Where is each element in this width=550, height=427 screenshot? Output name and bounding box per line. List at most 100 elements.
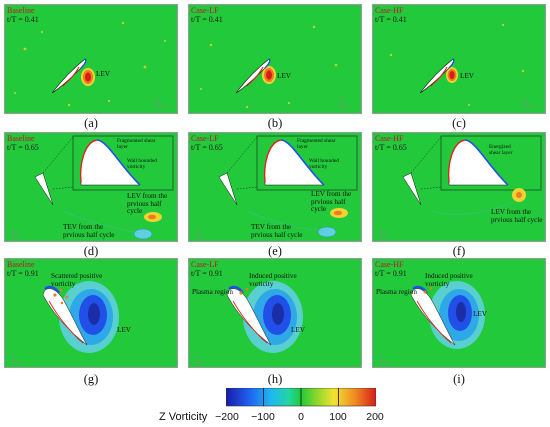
small-airfoil (34, 172, 54, 206)
colorbar-tick-label: −200 (215, 411, 239, 423)
panel-letter-c: (c) (452, 116, 466, 130)
panel-g: Baseline t/T = 0.91 Scattered positive v… (4, 258, 178, 368)
vorticity-field-g (5, 259, 177, 367)
small-airfoil (402, 172, 422, 206)
axis-triad (340, 97, 350, 108)
time-label: t/T = 0.41 (191, 15, 223, 24)
tev-previous (133, 228, 153, 240)
annotation-wall-vorticity: Wall bounded vorticity (127, 158, 157, 170)
vorticity-field-b (189, 5, 361, 113)
tev-previous (317, 226, 337, 238)
case-label: Baseline (7, 260, 35, 269)
time-label: t/T = 0.41 (375, 15, 407, 24)
lev-vortex (446, 67, 458, 83)
lev-label: LEV (460, 72, 474, 80)
airfoil (410, 288, 456, 346)
annotation-wall-vorticity: Wall bounded vorticity (309, 158, 339, 170)
lev-label: LEV (96, 70, 110, 78)
colorbar-title: Z Vorticity (159, 411, 208, 423)
scattered-positive-vorticity (53, 288, 69, 305)
time-label: t/T = 0.65 (191, 143, 223, 152)
panel-a: Baseline t/T = 0.41 LEV (4, 4, 178, 114)
lev-label: LEV (473, 310, 487, 318)
annotation-tev-previous: TEV from the prvious half cycle (63, 223, 115, 239)
case-label: Case-LF (191, 6, 219, 15)
case-label: Baseline (7, 134, 35, 143)
airfoil (226, 288, 272, 346)
vorticity-field-e (189, 133, 361, 241)
time-label: t/T = 0.91 (191, 269, 223, 278)
annotation-lev-previous: LEV from the prvious half cycle (311, 190, 352, 214)
noise-specks (389, 23, 525, 106)
axis-triad (156, 97, 166, 108)
time-label: t/T = 0.65 (7, 143, 39, 152)
case-label: Case-HF (375, 260, 404, 269)
annotation-lev-previous: LEV from the prvious half cycle (491, 208, 543, 224)
panel-letter-d: (d) (83, 244, 99, 258)
time-label: t/T = 0.91 (375, 269, 407, 278)
panel-letter-g: (g) (83, 372, 99, 386)
panel-c: Case-HF t/T = 0.41 LEV (372, 4, 546, 114)
colorbar-tick-label: −100 (251, 411, 275, 423)
axis-triad (380, 355, 389, 364)
panel-e: Case-LF t/T = 0.65 Fragmented shear laye… (188, 132, 362, 242)
axis-triad (12, 229, 21, 238)
axis-triad (12, 355, 21, 364)
noise-specks (200, 25, 338, 109)
colorbar (226, 388, 376, 407)
time-label: t/T = 0.41 (7, 15, 39, 24)
axis-triad (196, 229, 205, 238)
panel-letter-i: (i) (453, 372, 465, 386)
annotation-scattered-vorticity: Scattered positive vorticity (51, 272, 103, 288)
annotation-energized-shear: Energized shear layer (489, 144, 513, 156)
annotation-lev-previous: LEV from the prvious half cycle (127, 192, 168, 216)
time-label: t/T = 0.65 (375, 143, 407, 152)
case-label: Case-HF (375, 134, 404, 143)
annotation-plasma-region: Plasma region (376, 288, 417, 296)
colorbar-tick-label: 100 (329, 411, 347, 423)
vorticity-field-d (5, 133, 177, 241)
axis-triad (380, 229, 389, 238)
panel-f: Case-HF t/T = 0.65 Energized shear layer… (372, 132, 546, 242)
vorticity-field-h (189, 259, 361, 367)
axis-triad (196, 355, 205, 364)
lev-previous (144, 212, 162, 222)
lev-label: LEV (277, 72, 291, 80)
panel-letter-e: (e) (268, 244, 282, 258)
small-airfoil (218, 172, 238, 206)
panel-d: Baseline t/T = 0.65 Fragmented shear lay… (4, 132, 178, 242)
induced-positive-vorticity (423, 286, 433, 294)
case-label: Case-LF (191, 260, 219, 269)
annotation-induced-vorticity: Induced positive vorticity (425, 272, 473, 288)
annotation-plasma-region: Plasma region (192, 288, 233, 296)
annotation-induced-vorticity: Induced positive vorticity (249, 272, 297, 288)
lev-vortex (262, 66, 276, 84)
case-label: Case-HF (375, 6, 404, 15)
panel-letter-a: (a) (84, 116, 98, 130)
induced-positive-vorticity (239, 287, 249, 295)
colorbar-tick-label: 200 (366, 411, 384, 423)
colorbar-tick-label: 0 (298, 411, 304, 423)
lev-label: LEV (291, 326, 305, 334)
noise-specks (14, 21, 166, 107)
panel-b: Case-LF t/T = 0.41 LEV (188, 4, 362, 114)
panel-letter-b: (b) (267, 116, 283, 130)
annotation-shear-layer: Fragmented shear layer (117, 138, 156, 150)
vorticity-field-i (373, 259, 545, 367)
case-label: Case-LF (191, 134, 219, 143)
case-label: Baseline (7, 6, 35, 15)
colorbar-tick-marks (263, 388, 339, 406)
lev-previous (330, 208, 348, 218)
airfoil (42, 288, 88, 346)
lev-vortex (81, 68, 95, 86)
annotation-tev-previous: TEV from the prvious half cycle (251, 223, 303, 239)
time-label: t/T = 0.91 (7, 269, 39, 278)
axis-triad (524, 97, 534, 108)
lev-label: LEV (117, 326, 131, 334)
panel-letter-h: (h) (267, 372, 283, 386)
vorticity-field-c (373, 5, 545, 113)
vorticity-field-f (373, 133, 545, 241)
panel-i: Case-HF t/T = 0.91 Induced positive vort… (372, 258, 546, 368)
annotation-shear-layer: Fragmented shear layer (297, 138, 336, 150)
lev-vortex (243, 281, 303, 353)
